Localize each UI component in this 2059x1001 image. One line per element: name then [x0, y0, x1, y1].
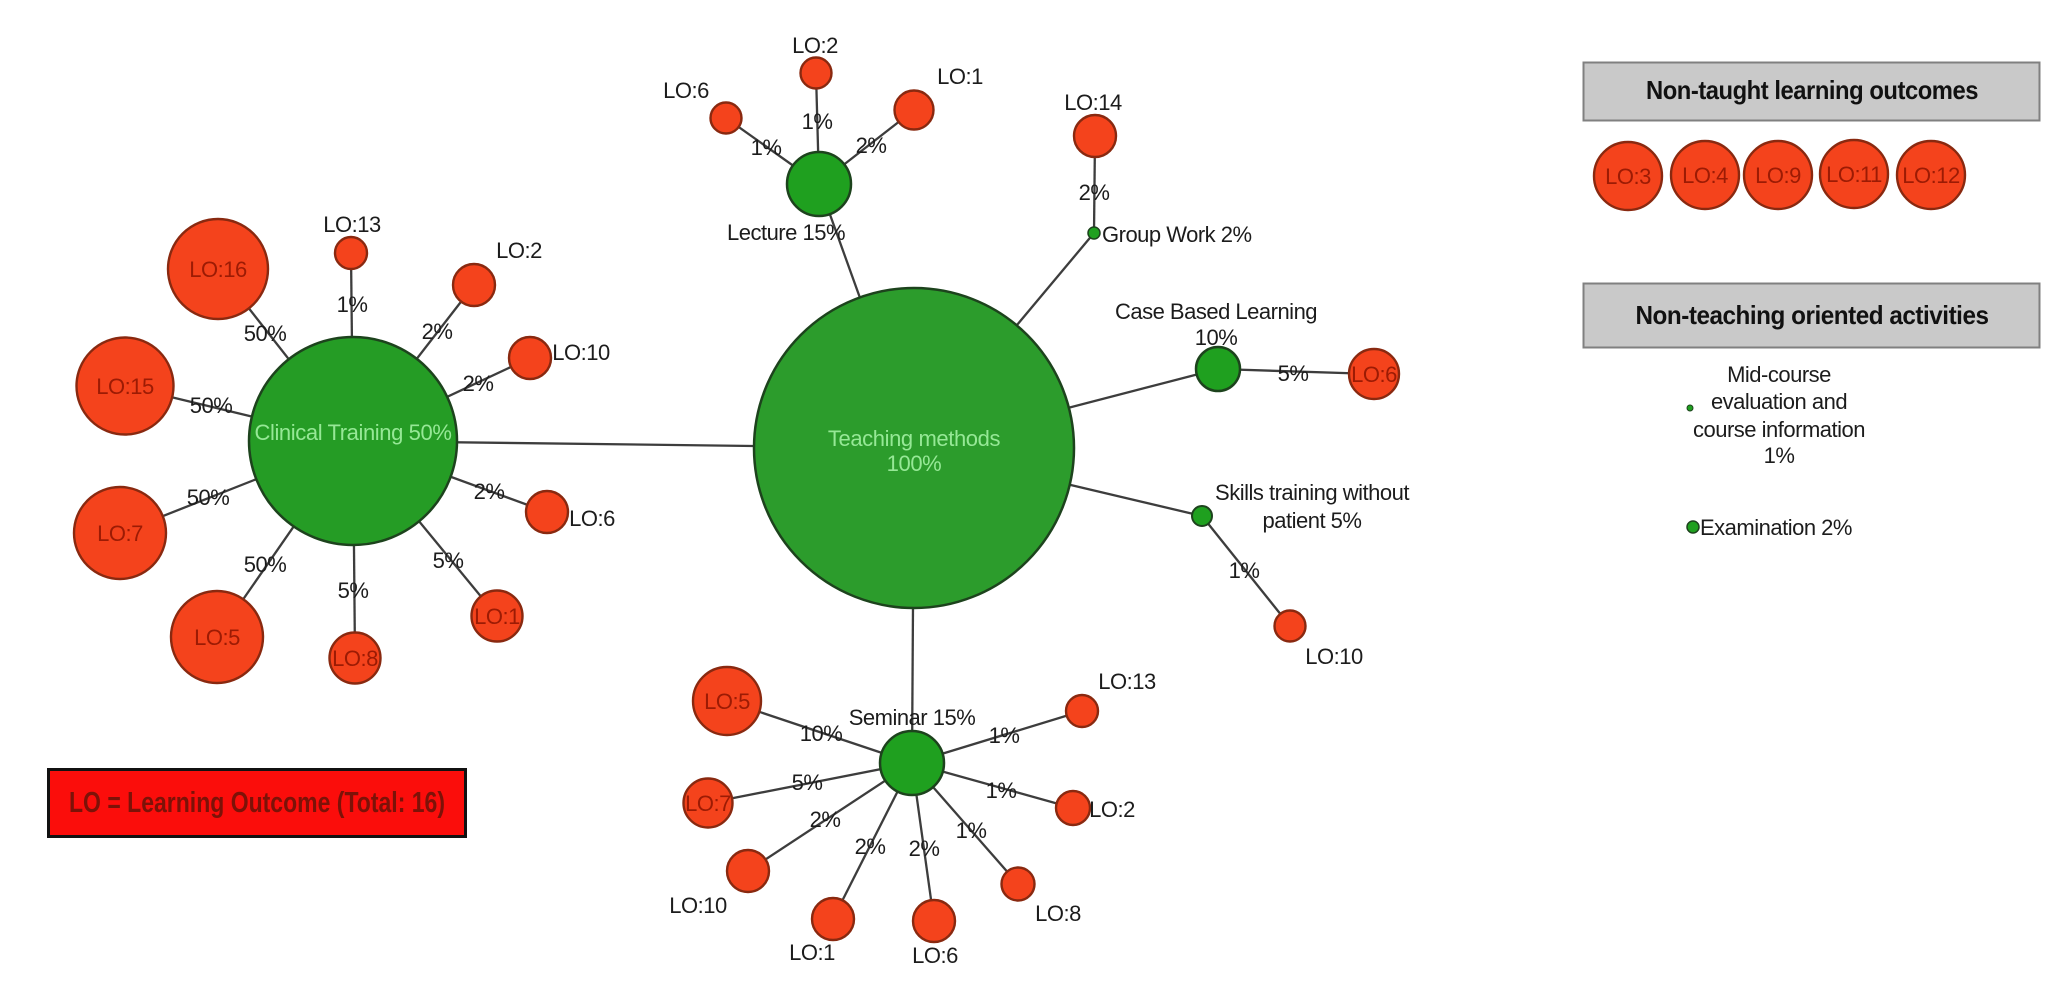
- svg-text:2%: 2%: [463, 371, 494, 396]
- svg-text:LO:6: LO:6: [1351, 362, 1397, 387]
- svg-text:LO:1: LO:1: [474, 604, 520, 629]
- svg-text:LO:9: LO:9: [1755, 163, 1801, 188]
- svg-text:50%: 50%: [187, 485, 230, 510]
- svg-text:LO:11: LO:11: [1826, 162, 1882, 187]
- svg-text:LO:10: LO:10: [1305, 644, 1363, 669]
- svg-text:1%: 1%: [986, 778, 1017, 803]
- svg-text:Seminar 15%: Seminar 15%: [849, 705, 976, 730]
- svg-text:course information: course information: [1693, 417, 1865, 442]
- svg-text:50%: 50%: [244, 552, 287, 577]
- svg-text:Non-teaching oriented activiti: Non-teaching oriented activities: [1636, 300, 1989, 330]
- svg-text:LO:6: LO:6: [912, 943, 958, 968]
- svg-text:LO:12: LO:12: [1902, 163, 1960, 188]
- svg-text:50%: 50%: [244, 321, 287, 346]
- svg-text:LO:4: LO:4: [1682, 163, 1728, 188]
- svg-text:1%: 1%: [751, 135, 782, 160]
- svg-text:2%: 2%: [810, 807, 841, 832]
- svg-text:Non-taught learning outcomes: Non-taught learning outcomes: [1646, 75, 1978, 105]
- svg-text:2%: 2%: [855, 834, 886, 859]
- svg-text:LO:5: LO:5: [704, 689, 750, 714]
- svg-text:Teaching methods: Teaching methods: [828, 426, 1001, 451]
- svg-text:5%: 5%: [433, 548, 464, 573]
- svg-text:1%: 1%: [337, 292, 368, 317]
- svg-text:LO:8: LO:8: [332, 646, 378, 671]
- svg-text:1%: 1%: [989, 723, 1020, 748]
- svg-text:1%: 1%: [802, 109, 833, 134]
- svg-text:LO:10: LO:10: [552, 340, 610, 365]
- svg-text:LO:8: LO:8: [1035, 901, 1081, 926]
- svg-text:Lecture 15%: Lecture 15%: [727, 220, 845, 245]
- svg-text:2%: 2%: [909, 836, 940, 861]
- svg-text:Mid-course: Mid-course: [1727, 362, 1831, 387]
- svg-text:LO:2: LO:2: [1089, 797, 1135, 822]
- svg-text:LO:1: LO:1: [789, 940, 835, 965]
- svg-text:LO:7: LO:7: [685, 791, 731, 816]
- svg-text:LO:1: LO:1: [937, 64, 983, 89]
- svg-text:5%: 5%: [792, 770, 823, 795]
- svg-text:1%: 1%: [1764, 443, 1795, 468]
- svg-text:LO:2: LO:2: [496, 238, 542, 263]
- svg-text:LO:16: LO:16: [189, 257, 247, 282]
- svg-text:LO:13: LO:13: [323, 212, 381, 237]
- svg-text:LO:3: LO:3: [1605, 164, 1651, 189]
- svg-text:patient 5%: patient 5%: [1263, 508, 1362, 533]
- svg-text:5%: 5%: [1278, 361, 1309, 386]
- svg-text:5%: 5%: [338, 578, 369, 603]
- svg-text:2%: 2%: [856, 133, 887, 158]
- svg-text:LO = Learning Outcome (Total:: LO = Learning Outcome (Total: 16): [69, 787, 445, 819]
- svg-text:Examination 2%: Examination 2%: [1700, 515, 1852, 540]
- svg-text:evaluation and: evaluation and: [1711, 389, 1847, 414]
- svg-text:LO:6: LO:6: [663, 78, 709, 103]
- svg-text:Case Based Learning: Case Based Learning: [1115, 299, 1317, 324]
- svg-text:LO:5: LO:5: [194, 625, 240, 650]
- svg-text:2%: 2%: [474, 479, 505, 504]
- svg-text:100%: 100%: [887, 451, 942, 476]
- svg-text:1%: 1%: [956, 818, 987, 843]
- svg-text:10%: 10%: [800, 721, 843, 746]
- svg-text:1%: 1%: [1229, 558, 1260, 583]
- svg-text:LO:7: LO:7: [97, 521, 143, 546]
- svg-text:10%: 10%: [1195, 325, 1238, 350]
- svg-text:Group Work 2%: Group Work 2%: [1102, 222, 1252, 247]
- svg-text:2%: 2%: [422, 319, 453, 344]
- svg-text:LO:2: LO:2: [792, 33, 838, 58]
- svg-text:LO:14: LO:14: [1064, 90, 1122, 115]
- svg-text:Clinical Training 50%: Clinical Training 50%: [254, 420, 451, 445]
- svg-text:LO:15: LO:15: [96, 374, 154, 399]
- svg-text:2%: 2%: [1079, 180, 1110, 205]
- svg-text:Skills training without: Skills training without: [1215, 480, 1409, 505]
- svg-text:LO:10: LO:10: [669, 893, 727, 918]
- svg-text:LO:13: LO:13: [1098, 669, 1156, 694]
- svg-text:50%: 50%: [190, 393, 233, 418]
- svg-text:LO:6: LO:6: [569, 506, 615, 531]
